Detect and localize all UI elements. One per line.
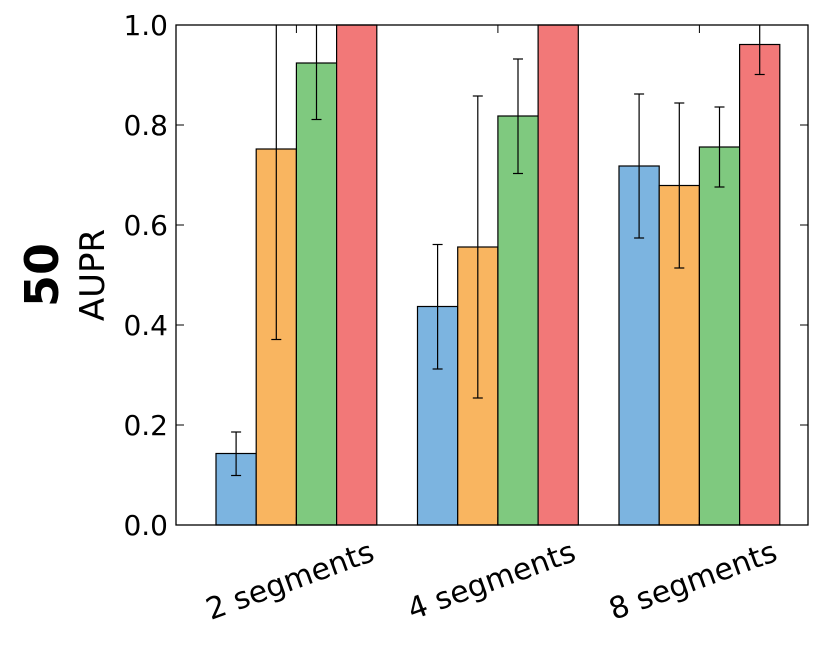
y-tick-label: 0.2 [123,409,168,442]
bar-green-3 [698,146,741,526]
plot-area: 0.0 0.2 0.4 0.6 0.8 1.0 2 segments 4 segments 8 … [123,9,809,628]
bar-red-3 [738,43,781,526]
bar-green-1 [295,62,338,526]
x-tick-label: 8 segments [605,535,782,628]
y-tick-label: 1.0 [123,9,168,42]
y-tick-label: 0.4 [123,309,168,342]
panel-label: 50 [15,243,69,307]
y-tick-label: 0.8 [123,109,168,142]
y-tick-label: 0.0 [123,509,168,542]
bar-red-2 [537,24,579,526]
y-tick-label: 0.6 [123,209,168,242]
x-tick-label: 4 segments [403,535,580,628]
y-axis-label: AUPR [73,229,113,321]
plot-frame [175,24,809,526]
x-tick-label: 2 segments [202,535,379,628]
bar-green-2 [497,115,539,526]
bar-red-1 [336,24,378,526]
